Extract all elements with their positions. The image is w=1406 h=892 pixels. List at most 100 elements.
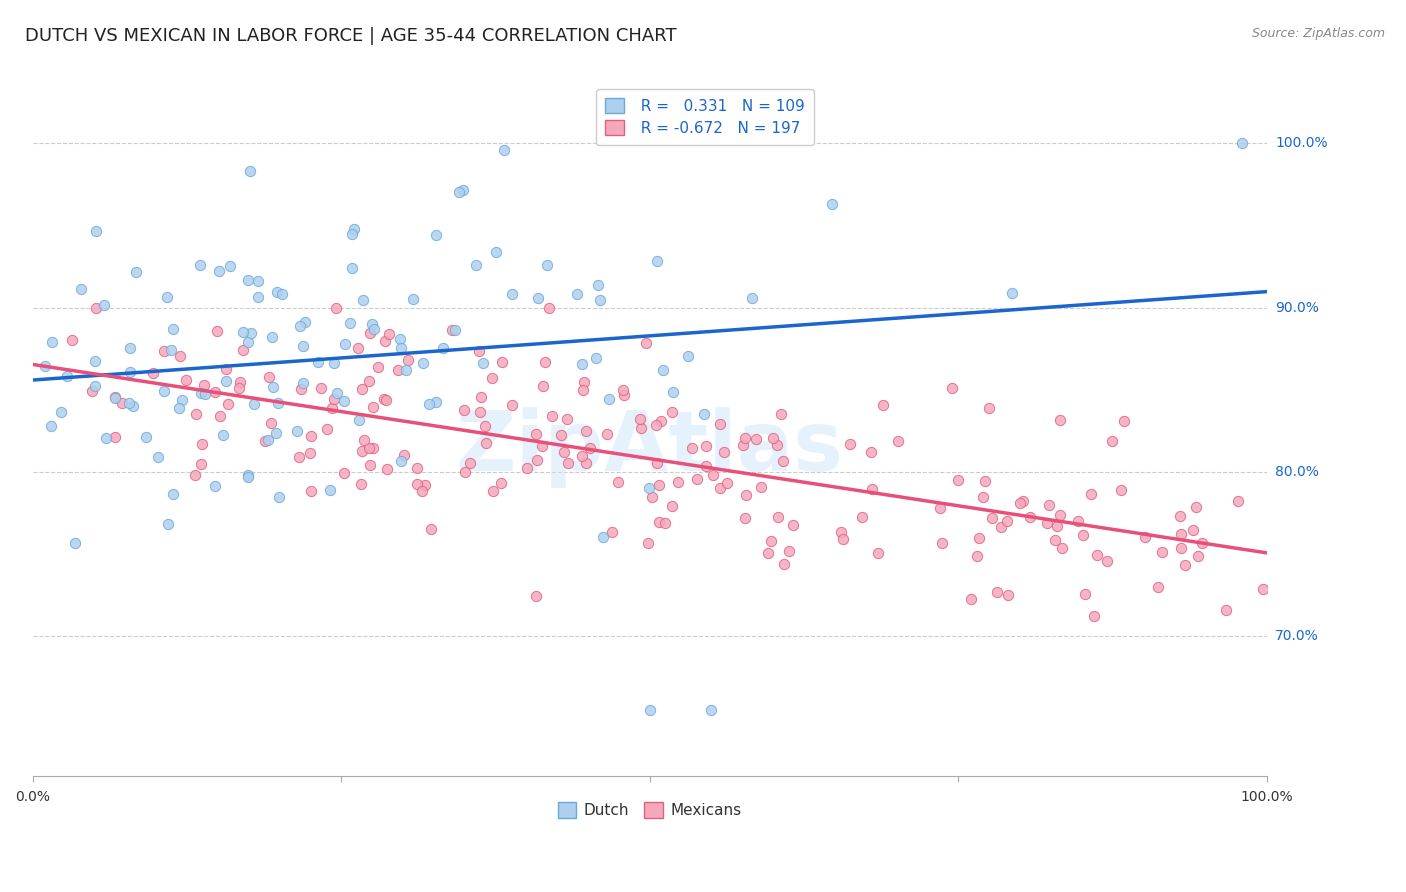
Point: [735, 488, 758, 502]
Point: [294, 315, 316, 329]
Point: [188, 258, 211, 272]
Point: [375, 393, 398, 408]
Point: [661, 499, 683, 513]
Point: [425, 395, 447, 409]
Point: [501, 398, 523, 412]
Point: [588, 293, 610, 307]
Point: [309, 381, 332, 395]
Point: [555, 412, 578, 426]
Point: [361, 442, 384, 456]
Point: [378, 327, 401, 342]
Point: [396, 353, 419, 368]
Point: [357, 374, 380, 388]
Point: [264, 425, 287, 440]
Point: [298, 446, 321, 460]
Point: [709, 481, 731, 495]
Point: [986, 584, 1008, 599]
Text: Source: ZipAtlas.com: Source: ZipAtlas.com: [1251, 27, 1385, 40]
Text: 90.0%: 90.0%: [1275, 301, 1319, 315]
Point: [266, 285, 288, 299]
Point: [292, 338, 315, 352]
Point: [661, 405, 683, 419]
Point: [352, 293, 374, 307]
Point: [375, 462, 398, 476]
Point: [118, 341, 141, 355]
Point: [333, 337, 356, 351]
Point: [94, 431, 117, 445]
Point: [1080, 487, 1102, 501]
Point: [104, 430, 127, 444]
Point: [979, 401, 1001, 415]
Point: [647, 515, 669, 529]
Point: [731, 438, 754, 452]
Point: [285, 424, 308, 438]
Point: [406, 461, 429, 475]
Point: [613, 388, 636, 402]
Point: [1150, 545, 1173, 559]
Point: [359, 458, 381, 472]
Point: [1187, 549, 1209, 563]
Point: [70, 281, 93, 295]
Point: [290, 382, 312, 396]
Point: [536, 258, 558, 272]
Point: [821, 197, 844, 211]
Point: [481, 484, 503, 499]
Point: [353, 433, 375, 447]
Text: 70.0%: 70.0%: [1275, 630, 1319, 643]
Point: [866, 546, 889, 560]
Point: [80, 384, 103, 398]
Point: [990, 520, 1012, 534]
Point: [489, 476, 512, 491]
Point: [232, 325, 254, 339]
Point: [41, 335, 63, 350]
Point: [267, 395, 290, 409]
Point: [832, 532, 855, 546]
Point: [288, 318, 311, 333]
Point: [516, 461, 538, 475]
Point: [238, 470, 260, 484]
Point: [782, 517, 804, 532]
Point: [190, 458, 212, 472]
Point: [531, 439, 554, 453]
Point: [84, 378, 107, 392]
Point: [1133, 530, 1156, 544]
Point: [299, 428, 322, 442]
Point: [1191, 536, 1213, 550]
Point: [153, 343, 176, 358]
Point: [744, 432, 766, 446]
Point: [232, 343, 254, 358]
Point: [367, 360, 389, 375]
Point: [681, 441, 703, 455]
Point: [1011, 494, 1033, 508]
Point: [288, 450, 311, 464]
Point: [778, 544, 800, 558]
Point: [432, 341, 454, 355]
Point: [972, 490, 994, 504]
Point: [110, 396, 132, 410]
Text: ZipAtlas: ZipAtlas: [456, 408, 844, 488]
Point: [1251, 582, 1274, 597]
Point: [1101, 434, 1123, 449]
Point: [575, 424, 598, 438]
Point: [454, 465, 477, 479]
Point: [453, 402, 475, 417]
Point: [641, 490, 664, 504]
Point: [695, 459, 717, 474]
Point: [326, 385, 349, 400]
Point: [557, 456, 579, 470]
Point: [1174, 558, 1197, 573]
Point: [239, 164, 262, 178]
Point: [1085, 548, 1108, 562]
Point: [598, 392, 620, 406]
Point: [524, 589, 547, 603]
Point: [630, 420, 652, 434]
Point: [713, 445, 735, 459]
Point: [156, 290, 179, 304]
Point: [773, 557, 796, 571]
Point: [734, 431, 756, 445]
Point: [585, 351, 607, 365]
Point: [1095, 554, 1118, 568]
Point: [1049, 413, 1071, 427]
Point: [159, 343, 181, 357]
Point: [851, 509, 873, 524]
